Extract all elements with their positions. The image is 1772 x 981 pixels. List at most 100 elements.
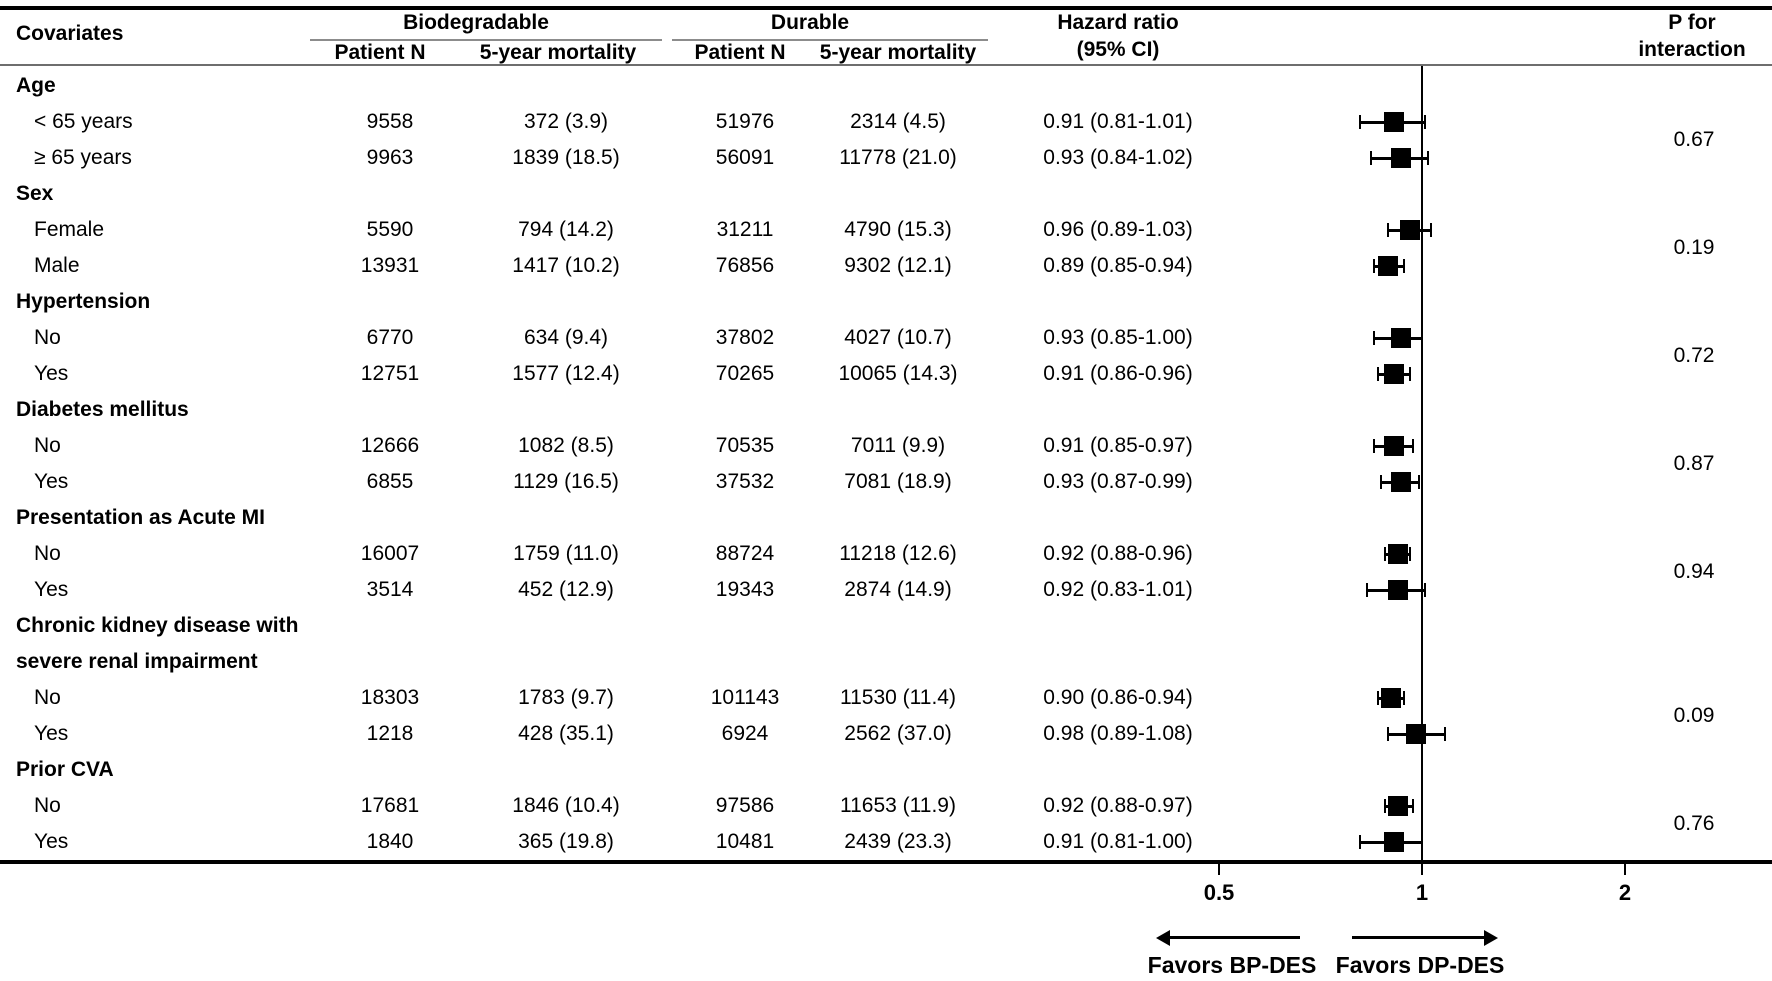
subgroup-label: No — [34, 434, 61, 457]
favors-left-arrow-head — [1156, 930, 1170, 946]
favors-bp-des-label: Favors BP-DES — [1147, 952, 1317, 978]
ci-cap — [1443, 727, 1446, 741]
dur-patient-n-value: 76856 — [715, 254, 775, 277]
bio-patient-n-value: 13931 — [360, 254, 420, 277]
dur-patient-n-value: 70265 — [715, 362, 775, 385]
dur-mortality-value: 7081 (18.9) — [844, 470, 952, 493]
p-interaction-value: 0.76 — [1673, 812, 1715, 835]
dur-patient-n-value: 37532 — [715, 470, 775, 493]
bio-mortality-value: 428 (35.1) — [518, 722, 614, 745]
p-interaction-header-line1: P for — [1668, 11, 1716, 34]
dur-patient-n-value: 6924 — [721, 722, 769, 745]
dur-mortality-value: 11218 (12.6) — [839, 542, 957, 565]
hr-point-estimate-marker — [1390, 328, 1411, 348]
ci-cap — [1383, 799, 1386, 813]
hazard-ratio-header-line2: (95% CI) — [1076, 38, 1160, 61]
bio-patient-n-value: 17681 — [360, 794, 420, 817]
dur-patient-n-value: 88724 — [715, 542, 775, 565]
covariates-header: Covariates — [16, 22, 124, 45]
hazard-ratio-ci-value: 0.92 (0.88-0.96) — [1043, 542, 1193, 565]
top-border-rule — [0, 6, 1772, 10]
dur-patient-n-value: 56091 — [715, 146, 775, 169]
covariate-group-label: Prior CVA — [16, 758, 114, 781]
p-interaction-value: 0.87 — [1673, 452, 1715, 475]
axis-tick-label: 1 — [1415, 880, 1429, 905]
subgroup-label: Yes — [34, 722, 69, 745]
ci-cap — [1373, 331, 1376, 345]
bio-mortality-value: 365 (19.8) — [518, 830, 614, 853]
dur-mortality-value: 9302 (12.1) — [844, 254, 952, 277]
dur-patient-n-value: 10481 — [715, 830, 775, 853]
dur-mortality-value: 11653 (11.9) — [840, 794, 956, 817]
dur-mortality-value: 2314 (4.5) — [850, 110, 946, 133]
p-interaction-value: 0.94 — [1673, 560, 1715, 583]
subgroup-label: No — [34, 326, 61, 349]
hr-point-estimate-marker — [1387, 796, 1408, 816]
dur-patient-n-value: 31211 — [716, 218, 774, 241]
ci-cap — [1423, 583, 1426, 597]
dur-mortality-value: 11778 (21.0) — [839, 146, 957, 169]
hr-point-estimate-marker — [1381, 688, 1402, 708]
hr-point-estimate-marker — [1384, 832, 1405, 852]
ci-cap — [1359, 115, 1362, 129]
ci-cap — [1402, 259, 1405, 273]
dur-mortality-value: 10065 (14.3) — [838, 362, 958, 385]
ci-cap — [1423, 115, 1426, 129]
dur-mortality-value: 2562 (37.0) — [844, 722, 952, 745]
favors-right-arrow-line — [1352, 936, 1484, 939]
subgroup-label: Yes — [34, 830, 69, 853]
favors-left-arrow-line — [1168, 936, 1300, 939]
dur-patient-n-value: 97586 — [715, 794, 775, 817]
hazard-ratio-ci-value: 0.89 (0.85-0.94) — [1043, 254, 1193, 277]
covariate-group-label: Presentation as Acute MI — [16, 506, 265, 529]
ci-cap — [1376, 691, 1379, 705]
ci-cap — [1366, 583, 1369, 597]
bio-patient-n-value: 9963 — [366, 146, 414, 169]
ci-cap — [1412, 439, 1415, 453]
subgroup-label: Female — [34, 218, 105, 241]
bio-mortality-value: 452 (12.9) — [518, 578, 614, 601]
subgroup-label: No — [34, 794, 61, 817]
subgroup-label: No — [34, 686, 61, 709]
hazard-ratio-ci-value: 0.98 (0.89-1.08) — [1043, 722, 1193, 745]
ci-cap — [1386, 223, 1389, 237]
dur-patient-n-value: 101143 — [710, 686, 780, 709]
bio-mortality-value: 1577 (12.4) — [512, 362, 620, 385]
axis-tick — [1624, 864, 1626, 875]
dur-patient-n-value: 19343 — [715, 578, 775, 601]
ci-cap — [1409, 367, 1412, 381]
subgroup-label: Yes — [34, 578, 69, 601]
bio-patient-n-value: 3514 — [366, 578, 414, 601]
axis-line — [0, 860, 1772, 864]
hazard-ratio-ci-value: 0.91 (0.81-1.00) — [1043, 830, 1193, 853]
bio-mortality-value: 1839 (18.5) — [512, 146, 620, 169]
hr-point-estimate-marker — [1390, 148, 1411, 168]
subgroup-label: Male — [34, 254, 80, 277]
subgroup-label: Yes — [34, 362, 69, 385]
bio-patient-n-value: 18303 — [360, 686, 420, 709]
hr-point-estimate-marker — [1377, 256, 1398, 276]
hazard-ratio-ci-value: 0.92 (0.88-0.97) — [1043, 794, 1193, 817]
covariate-group-label: Age — [16, 74, 56, 97]
bio-mortality-value: 372 (3.9) — [523, 110, 609, 133]
bio-patient-n-value: 1218 — [366, 722, 414, 745]
durable-group-header: Durable — [770, 11, 850, 34]
ci-cap — [1380, 475, 1383, 489]
subgroup-label: < 65 years — [34, 110, 133, 133]
bio-patient-n-value: 6770 — [366, 326, 414, 349]
hr-point-estimate-marker — [1384, 436, 1405, 456]
bio-mortality-header: 5-year mortality — [479, 41, 637, 64]
favors-dp-des-label: Favors DP-DES — [1335, 952, 1505, 978]
bio-mortality-value: 1846 (10.4) — [512, 794, 620, 817]
hazard-ratio-ci-value: 0.93 (0.85-1.00) — [1043, 326, 1193, 349]
dur-patient-n-value: 70535 — [715, 434, 775, 457]
durable-underline-rule — [672, 39, 988, 41]
dur-mortality-value: 4027 (10.7) — [844, 326, 952, 349]
ci-cap — [1373, 259, 1376, 273]
reference-line-hr1 — [1421, 66, 1423, 862]
axis-tick — [1218, 864, 1220, 875]
header-bottom-rule — [0, 64, 1772, 66]
bio-patient-n-value: 9558 — [366, 110, 414, 133]
